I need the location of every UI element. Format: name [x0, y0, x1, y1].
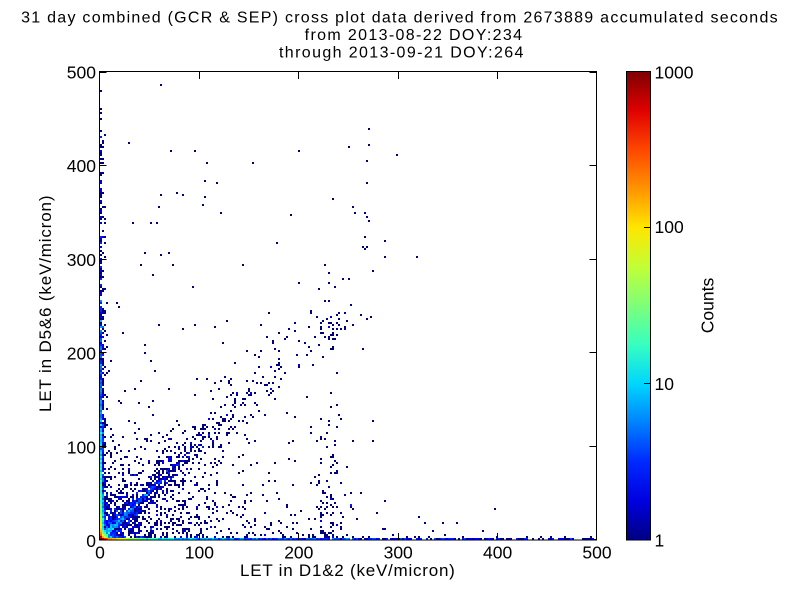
svg-text:Counts: Counts — [697, 278, 717, 334]
svg-text:400: 400 — [483, 542, 512, 562]
svg-text:10: 10 — [655, 374, 675, 394]
svg-text:LET in D1&2 (keV/micron): LET in D1&2 (keV/micron) — [240, 561, 456, 580]
svg-text:1: 1 — [655, 531, 665, 551]
svg-text:100: 100 — [185, 542, 214, 562]
svg-text:300: 300 — [67, 250, 96, 270]
svg-text:31 day combined (GCR & SEP) cr: 31 day combined (GCR & SEP) cross plot d… — [21, 10, 779, 27]
svg-text:0: 0 — [86, 531, 96, 551]
svg-text:100: 100 — [67, 437, 96, 457]
svg-text:through 2013-09-21 DOY:264: through 2013-09-21 DOY:264 — [279, 45, 525, 62]
svg-text:200: 200 — [284, 542, 313, 562]
svg-text:500: 500 — [582, 542, 611, 562]
svg-text:from 2013-08-22 DOY:234: from 2013-08-22 DOY:234 — [305, 27, 524, 44]
svg-text:0: 0 — [95, 542, 105, 562]
svg-text:1000: 1000 — [655, 62, 694, 82]
svg-text:200: 200 — [67, 344, 96, 364]
svg-text:400: 400 — [67, 156, 96, 176]
svg-text:300: 300 — [384, 542, 413, 562]
svg-text:100: 100 — [655, 217, 684, 237]
svg-text:LET in D5&6 (keV/micron): LET in D5&6 (keV/micron) — [36, 195, 55, 412]
svg-text:500: 500 — [67, 63, 96, 83]
